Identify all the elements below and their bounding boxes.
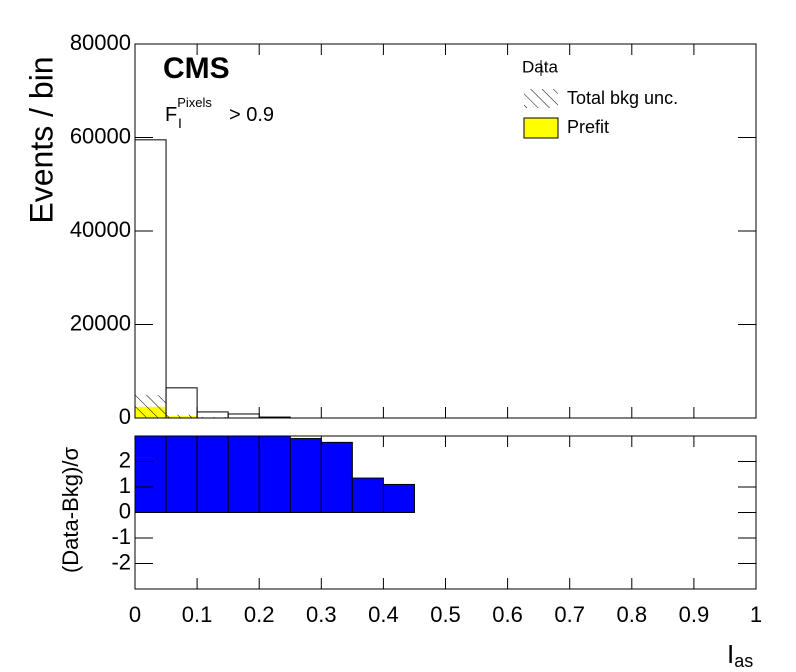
x-tick-label: 0.4 xyxy=(368,602,399,627)
ratio-bar xyxy=(196,436,229,513)
ratio-bar xyxy=(289,438,322,513)
cut-rest: > 0.9 xyxy=(229,104,274,126)
y-tick-label: -2 xyxy=(111,549,131,574)
y-tick-label: 40000 xyxy=(70,217,131,242)
y-tick-label: 2 xyxy=(119,447,131,472)
ratio-bar xyxy=(320,441,353,513)
ratio-bar xyxy=(351,477,384,514)
x-tick-label: 0.3 xyxy=(306,602,337,627)
ratio-bar xyxy=(227,436,260,513)
cut-sub: I xyxy=(178,115,182,131)
plot-area xyxy=(135,436,415,514)
x-tick-label: 1 xyxy=(750,602,762,627)
cut-base: F xyxy=(165,104,177,126)
ratio-y-axis-title: (Data-Bkg)/σ xyxy=(58,447,83,573)
legend-label: Prefit xyxy=(567,117,609,137)
y-tick-label: 0 xyxy=(119,404,131,429)
y-axis-title: Events / bin xyxy=(23,56,59,223)
x-tick-label: 0.7 xyxy=(554,602,585,627)
x-tick-label: 0.8 xyxy=(617,602,648,627)
cut-label: FPixels I > 0.9 xyxy=(165,95,274,130)
unc-band xyxy=(135,395,167,418)
experiment-label: CMS xyxy=(163,52,230,85)
data-bar xyxy=(135,139,167,418)
annotations: CMS FPixels I > 0.9 Events / bin (Data-Bkg… xyxy=(23,52,753,671)
x-axis-title: Ias xyxy=(727,639,753,671)
x-tick-label: 0.9 xyxy=(679,602,710,627)
y-tick-label: -1 xyxy=(111,524,131,549)
y-tick-label: 20000 xyxy=(70,310,131,335)
y-tick-label: 60000 xyxy=(70,123,131,148)
y-tick-label: 0 xyxy=(119,498,131,523)
y-tick-label: 1 xyxy=(119,473,131,498)
cut-sup: Pixels xyxy=(177,95,212,110)
y-tick-label: 80000 xyxy=(70,30,131,55)
unc-band xyxy=(166,414,198,418)
main-panel: 0 20000 40000 60000 80000 xyxy=(70,30,757,429)
x-tick-label: 0.2 xyxy=(244,602,275,627)
x-title-base: I xyxy=(727,639,734,669)
legend-label: Data xyxy=(522,57,558,76)
data-bar xyxy=(165,387,198,418)
x-title-sub: as xyxy=(734,651,753,671)
ratio-bar xyxy=(135,436,167,513)
legend-label: Total bkg unc. xyxy=(567,88,678,108)
ratio-bar xyxy=(258,436,291,513)
x-tick-label: 0.5 xyxy=(430,602,461,627)
ratio-bar xyxy=(382,483,415,514)
legend-prefit-swatch xyxy=(523,117,559,139)
x-tick-label: 0 xyxy=(129,602,141,627)
legend-unc-swatch xyxy=(524,89,558,108)
x-tick-label: 0.6 xyxy=(492,602,523,627)
ratio-bar xyxy=(165,436,198,513)
legend: Data Total bkg unc. Prefit xyxy=(522,57,678,139)
x-tick-label: 0.1 xyxy=(182,602,213,627)
